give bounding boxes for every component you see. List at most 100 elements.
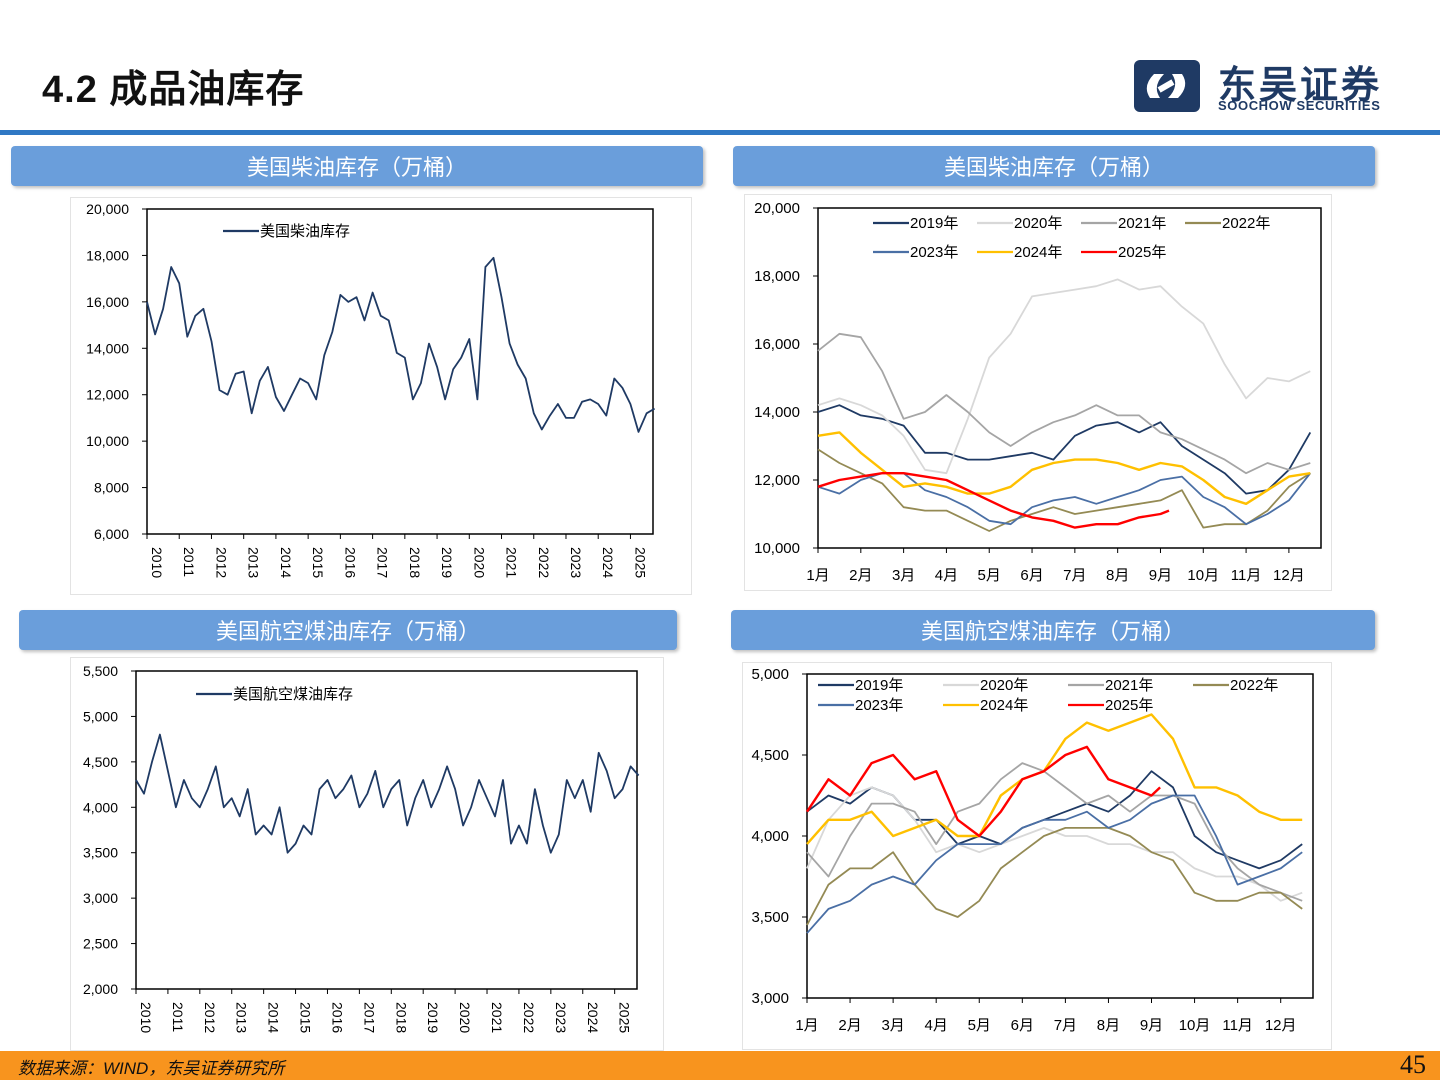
x-tick-label: 2022: [536, 547, 552, 578]
plot-frame: [146, 208, 654, 535]
y-tick-label: 4,500: [83, 754, 118, 770]
legend-label: 2024年: [1014, 244, 1062, 261]
x-tick-label: 2025: [632, 547, 648, 578]
series-line-3: [817, 332, 1311, 475]
legend-label: 2023年: [855, 697, 903, 714]
chart-1-header: 美国柴油库存（万桶）: [11, 146, 703, 186]
logo-name-cn: 东吴证券: [1218, 65, 1383, 107]
y-tick-label: 3,000: [751, 990, 789, 1007]
chart-4-header: 美国航空煤油库存（万桶）: [731, 610, 1375, 650]
series-line-2: [817, 278, 1311, 475]
plot-frame: [817, 207, 1322, 549]
legend-label: 2020年: [1014, 215, 1062, 232]
x-tick-label: 2022: [521, 1002, 537, 1033]
legend-label: 2023年: [910, 244, 958, 261]
x-tick-label: 2017: [361, 1002, 377, 1033]
y-tick-label: 14,000: [754, 404, 800, 421]
plot-frame: [806, 673, 1314, 999]
y-tick-label: 2,000: [83, 981, 118, 997]
y-tick-label: 18,000: [754, 268, 800, 285]
x-tick-label: 12月: [1265, 1017, 1297, 1034]
x-tick-label: 12月: [1273, 567, 1305, 584]
x-tick-label: 11月: [1231, 567, 1262, 584]
x-tick-label: 2024: [585, 1002, 601, 1033]
x-tick-label: 11月: [1222, 1017, 1253, 1034]
y-tick-label: 12,000: [754, 472, 800, 489]
chart-3-svg: 2,000 2,500 3,000 3,500 4,000 4,500 5,000 5,500…: [83, 663, 640, 1033]
series-line-1: [817, 404, 1312, 495]
x-tick-label: 6月: [1020, 567, 1043, 584]
top-divider: [0, 130, 1440, 135]
y-tick-label: 5,000: [751, 666, 789, 683]
y-tick-label: 18,000: [86, 247, 129, 263]
legend-label: 2022年: [1230, 677, 1278, 694]
chart-2-header: 美国柴油库存（万桶）: [733, 146, 1375, 186]
series-line-4: [817, 448, 1311, 532]
x-tick-label: 2016: [342, 547, 358, 578]
x-tick-label: 3月: [881, 1017, 904, 1034]
x-tick-label: 2018: [407, 547, 423, 578]
x-tick-label: 8月: [1106, 567, 1129, 584]
x-tick-label: 2月: [838, 1017, 861, 1034]
y-tick-label: 4,500: [751, 747, 789, 764]
x-tick-label: 2011: [181, 547, 197, 577]
data-source-note: 数据来源：WIND，东吴证券研究所: [18, 1059, 285, 1078]
logo-mark-icon: [1134, 60, 1200, 112]
y-tick-label: 14,000: [86, 340, 129, 356]
x-tick-label: 2012: [202, 1002, 218, 1033]
x-tick-label: 2021: [489, 1002, 505, 1033]
x-tick-label: 2010: [149, 547, 165, 578]
x-tick-label: 9月: [1149, 567, 1172, 584]
chart-4-svg: 3,000 3,500 4,000 4,500 5,000 1月 2月 3月 4月 5月 6月 7月 8…: [751, 666, 1314, 1034]
y-tick-label: 12,000: [86, 387, 129, 403]
y-tick-label: 3,500: [83, 845, 118, 861]
series-line-6: [806, 713, 1303, 845]
x-tick-label: 10月: [1187, 567, 1219, 584]
x-tick-label: 2012: [213, 547, 229, 578]
legend-label: 美国柴油库存: [260, 223, 350, 240]
y-tick-label: 10,000: [754, 540, 800, 557]
chart-4-box: 3,000 3,500 4,000 4,500 5,000 1月 2月 3月 4月 5月 6月 7月 8…: [742, 662, 1332, 1050]
company-logo: 东吴证券 SOOCHOW SECURITIES: [1130, 56, 1420, 116]
x-tick-label: 2023: [568, 547, 584, 578]
x-tick-label: 2023: [553, 1002, 569, 1033]
footer-bar: 数据来源：WIND，东吴证券研究所 45: [0, 1050, 1440, 1080]
series-line-6: [817, 431, 1311, 505]
y-tick-label: 5,500: [83, 663, 118, 679]
y-tick-label: 20,000: [86, 201, 129, 217]
x-tick-label: 2019: [425, 1002, 441, 1033]
y-tick-label: 2,500: [83, 936, 118, 952]
x-tick-label: 4月: [935, 567, 958, 584]
x-tick-label: 5月: [978, 567, 1001, 584]
series-line-3: [806, 762, 1303, 902]
logo-name-en: SOOCHOW SECURITIES: [1218, 98, 1381, 113]
series-line-5: [817, 472, 1312, 526]
x-tick-label: 2015: [310, 547, 326, 578]
y-tick-label: 4,000: [751, 828, 789, 845]
legend-label: 2025年: [1118, 244, 1166, 261]
series-line-5: [806, 794, 1303, 934]
y-tick-label: 20,000: [754, 200, 800, 217]
y-tick-label: 10,000: [86, 433, 129, 449]
x-tick-label: 2017: [375, 547, 391, 578]
legend-label: 2025年: [1105, 697, 1153, 714]
x-tick-label: 2019: [439, 547, 455, 578]
x-tick-label: 2月: [849, 567, 872, 584]
series-line-7: [806, 745, 1161, 838]
chart-2-box: 10,000 12,000 14,000 16,000 18,000 20,000 1月 2月…: [744, 194, 1332, 591]
x-tick-label: 2024: [600, 547, 616, 578]
y-tick-label: 3,500: [751, 909, 789, 926]
y-tick-label: 16,000: [754, 336, 800, 353]
x-tick-label: 3月: [892, 567, 915, 584]
x-tick-label: 1月: [806, 567, 829, 584]
x-tick-label: 1月: [795, 1017, 818, 1034]
chart-1-svg: 6,000 8,000 10,000 12,000 14,000 16,000 18,000…: [86, 201, 656, 578]
legend-label: 2019年: [910, 215, 958, 232]
series-line-4: [806, 826, 1303, 926]
series-line-7: [817, 472, 1170, 529]
x-tick-label: 8月: [1097, 1017, 1120, 1034]
y-tick-label: 16,000: [86, 294, 129, 310]
chart-1-box: 6,000 8,000 10,000 12,000 14,000 16,000 18,000…: [70, 197, 692, 595]
x-tick-label: 2020: [471, 547, 487, 578]
x-tick-label: 2014: [266, 1002, 282, 1033]
